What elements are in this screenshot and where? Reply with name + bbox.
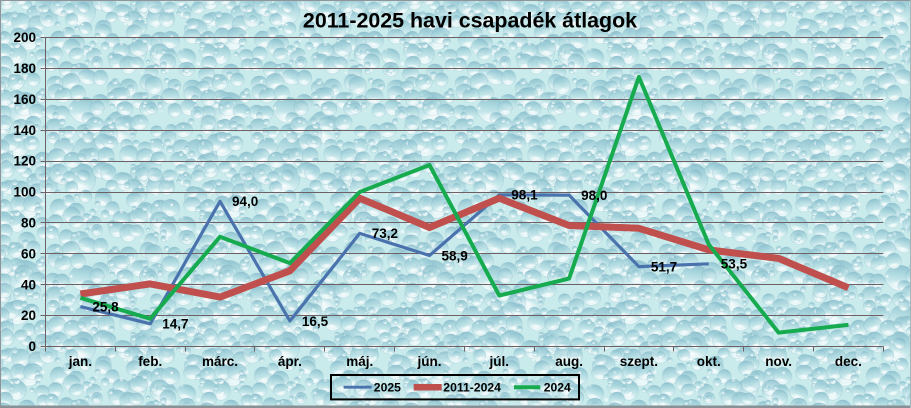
- svg-text:53,5: 53,5: [721, 257, 748, 272]
- svg-text:120: 120: [13, 154, 36, 169]
- svg-text:60: 60: [21, 246, 36, 261]
- svg-text:ápr.: ápr.: [278, 354, 302, 369]
- svg-text:94,0: 94,0: [232, 194, 258, 209]
- svg-text:98,0: 98,0: [581, 188, 607, 203]
- svg-text:20: 20: [21, 308, 36, 323]
- svg-text:180: 180: [13, 61, 36, 76]
- svg-text:40: 40: [21, 277, 36, 292]
- svg-text:140: 140: [13, 123, 36, 138]
- svg-text:160: 160: [13, 92, 36, 107]
- svg-text:okt.: okt.: [697, 354, 721, 369]
- svg-text:200: 200: [13, 30, 36, 45]
- svg-text:máj.: máj.: [346, 354, 373, 369]
- svg-text:73,2: 73,2: [372, 226, 398, 241]
- svg-text:dec.: dec.: [835, 354, 862, 369]
- svg-text:80: 80: [21, 216, 36, 231]
- svg-text:jan.: jan.: [68, 354, 92, 369]
- svg-text:márc.: márc.: [202, 354, 238, 369]
- svg-text:júl.: júl.: [489, 354, 510, 369]
- svg-text:2025: 2025: [374, 381, 401, 395]
- svg-text:25,8: 25,8: [92, 299, 119, 314]
- svg-text:2024: 2024: [544, 381, 571, 395]
- svg-text:nov.: nov.: [765, 354, 792, 369]
- svg-text:aug.: aug.: [555, 354, 583, 369]
- svg-text:58,9: 58,9: [442, 248, 468, 263]
- svg-text:0: 0: [28, 339, 36, 354]
- svg-text:100: 100: [13, 185, 36, 200]
- svg-text:51,7: 51,7: [651, 259, 677, 274]
- svg-text:14,7: 14,7: [162, 317, 188, 332]
- svg-text:jún.: jún.: [417, 354, 442, 369]
- svg-text:98,1: 98,1: [511, 188, 538, 203]
- svg-text:2011-2024: 2011-2024: [443, 381, 501, 395]
- svg-text:szept.: szept.: [620, 354, 658, 369]
- svg-text:2011-2025 havi csapadék átlago: 2011-2025 havi csapadék átlagok: [303, 9, 637, 33]
- svg-text:feb.: feb.: [138, 354, 162, 369]
- svg-text:16,5: 16,5: [302, 314, 329, 329]
